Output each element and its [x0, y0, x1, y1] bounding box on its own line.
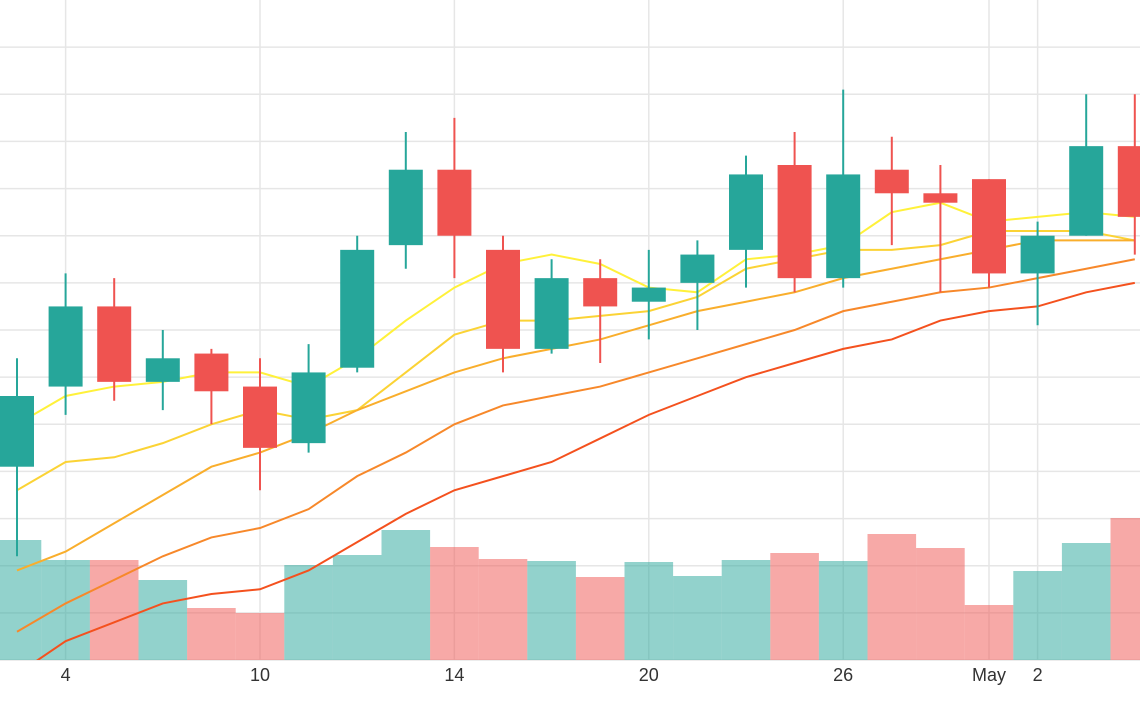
- x-tick-label: 10: [250, 665, 270, 685]
- candle-body: [145, 358, 180, 382]
- volume-bars: [0, 518, 1140, 660]
- ma-line: [16, 230, 1135, 492]
- x-tick-label: 2: [1033, 665, 1043, 685]
- candle-body: [1020, 235, 1055, 274]
- volume-bar: [1061, 543, 1111, 660]
- volume-bar: [332, 555, 382, 660]
- volume-bar: [575, 577, 625, 660]
- candle-body: [923, 193, 958, 203]
- volume-bar: [0, 540, 42, 660]
- candle-body: [291, 372, 326, 444]
- candle-body: [631, 287, 666, 302]
- x-tick-label: 14: [444, 665, 464, 685]
- volume-bar: [624, 562, 674, 660]
- candle-body: [0, 396, 34, 467]
- volume-bar: [381, 530, 431, 660]
- candle-body: [48, 306, 83, 387]
- candle-body: [874, 169, 909, 194]
- volume-bar: [770, 553, 819, 660]
- candle-body: [1117, 146, 1140, 217]
- candle-body: [243, 386, 277, 448]
- volume-bar: [673, 576, 722, 660]
- candle-body: [194, 353, 229, 392]
- volume-bar: [284, 565, 333, 660]
- volume-bar: [430, 547, 479, 660]
- candle-body: [388, 169, 423, 246]
- candle-body: [340, 249, 375, 368]
- volume-bar: [818, 561, 868, 660]
- candle-body: [1069, 146, 1104, 236]
- candle-body: [534, 278, 569, 349]
- volume-bar: [1013, 571, 1062, 660]
- volume-bar: [138, 580, 188, 660]
- x-axis: 4 10 14 20 26 May 2: [61, 665, 1043, 685]
- x-tick-label: 26: [833, 665, 853, 685]
- volume-bar: [916, 548, 965, 660]
- volume-bar: [235, 613, 285, 660]
- candle-body: [583, 278, 618, 307]
- volume-bar: [41, 560, 90, 660]
- candle-body: [777, 165, 812, 279]
- volume-bar: [187, 608, 236, 660]
- volume-bar: [527, 561, 576, 660]
- volume-bar: [721, 560, 771, 660]
- volume-bar: [478, 559, 528, 660]
- candle-body: [972, 179, 1006, 274]
- candle-body: [729, 174, 763, 250]
- volume-bar: [867, 534, 917, 660]
- volume-bar: [89, 560, 139, 660]
- x-tick-label: 4: [61, 665, 71, 685]
- ma-line: [16, 258, 1135, 633]
- volume-bar: [1110, 518, 1140, 660]
- candle-body: [680, 254, 715, 283]
- x-tick-label: 20: [639, 665, 659, 685]
- x-tick-label: May: [972, 665, 1006, 685]
- ma-line: [16, 239, 1135, 572]
- candle-body: [97, 306, 132, 382]
- volume-bar: [964, 605, 1014, 660]
- ma-line: [36, 281, 1135, 660]
- candle-body: [486, 249, 520, 349]
- candle-body: [826, 174, 861, 279]
- candle-body: [437, 169, 472, 236]
- candles: [0, 89, 1140, 557]
